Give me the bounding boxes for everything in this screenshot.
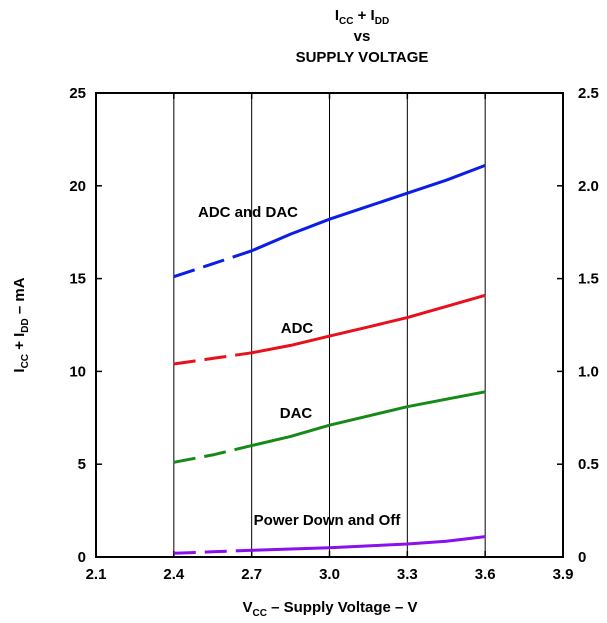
series-line-dashed-adc bbox=[173, 351, 252, 366]
series-line-power-down-and-off bbox=[251, 535, 486, 552]
series-label-power-down-and-off: Power Down and Off bbox=[254, 512, 402, 529]
series-label-adc-and-dac: ADC and DAC bbox=[198, 204, 298, 221]
y-axis-label: ICC + IDD – mA bbox=[11, 277, 31, 372]
axis-ticks: 2.1 2.4 2.7 3.0 3.3 3.6 3.9051015202500.51.01.… bbox=[69, 85, 599, 583]
series-line-dashed-power-down-and-off bbox=[173, 548, 252, 555]
y2-tick-label: 2.0 bbox=[578, 178, 599, 195]
y-tick-label: 5 bbox=[78, 456, 86, 473]
x-tick-label: 2.4 bbox=[163, 566, 185, 583]
chart-title-line1: ICC + IDD bbox=[335, 7, 389, 27]
chart-title-line2: vs bbox=[354, 28, 371, 45]
x-tick-label: 2.1 bbox=[86, 566, 107, 583]
y2-tick-label: 0.5 bbox=[578, 456, 599, 473]
y-tick-label: 20 bbox=[69, 178, 86, 195]
series-line-adc bbox=[251, 293, 486, 355]
x-tick-label: 2.7 bbox=[241, 566, 262, 583]
series-lines bbox=[173, 163, 486, 555]
x-tick-label: 3.9 bbox=[553, 566, 574, 583]
y-tick-label: 0 bbox=[78, 549, 86, 566]
series-label-adc: ADC bbox=[281, 320, 314, 337]
series-label-dac: DAC bbox=[280, 405, 313, 422]
series-line-adc-and-dac bbox=[251, 163, 486, 253]
y-tick-label: 10 bbox=[69, 363, 86, 380]
y-tick-label: 25 bbox=[69, 85, 86, 102]
series-line-dashed-dac bbox=[173, 444, 253, 464]
y2-tick-label: 1.0 bbox=[578, 363, 599, 380]
x-tick-label: 3.0 bbox=[319, 566, 340, 583]
x-tick-label: 3.3 bbox=[397, 566, 418, 583]
chart-title-line3: SUPPLY VOLTAGE bbox=[296, 49, 429, 66]
series-line-dashed-adc-and-dac bbox=[173, 249, 253, 279]
y-tick-label: 15 bbox=[69, 271, 86, 288]
y2-tick-label: 1.5 bbox=[578, 271, 599, 288]
series-line-dac bbox=[251, 390, 486, 448]
x-axis-label: VCC – Supply Voltage – V bbox=[242, 599, 417, 619]
y2-tick-label: 2.5 bbox=[578, 85, 599, 102]
gridlines bbox=[173, 93, 486, 557]
x-tick-label: 3.6 bbox=[475, 566, 496, 583]
y2-tick-label: 0 bbox=[578, 549, 586, 566]
series-labels: ADC and DAC ADC DAC Power Down and Off bbox=[198, 204, 401, 529]
